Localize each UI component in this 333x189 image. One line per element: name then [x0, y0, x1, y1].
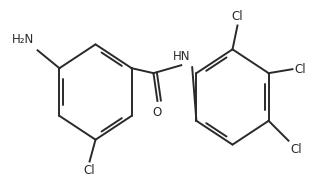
Text: O: O [153, 106, 162, 119]
Text: Cl: Cl [84, 164, 95, 177]
Text: HN: HN [172, 50, 190, 63]
Text: Cl: Cl [290, 143, 302, 156]
Text: H₂N: H₂N [12, 33, 35, 46]
Text: Cl: Cl [294, 63, 306, 76]
Text: Cl: Cl [232, 9, 243, 22]
